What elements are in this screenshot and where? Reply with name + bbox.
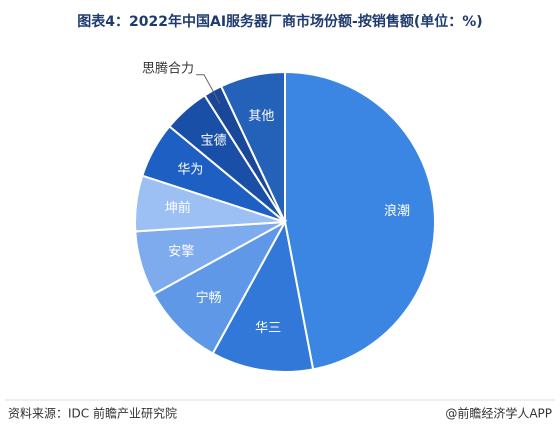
- pie-slice: [152, 219, 288, 355]
- slice-label: 其他: [248, 109, 274, 124]
- pie-slice: [211, 219, 315, 373]
- chart-title: 图表4：2022年中国AI服务器厂商市场份额-按销售额(单位：%): [77, 13, 482, 30]
- slice-label: 华为: [177, 162, 203, 177]
- slice-label: 思腾合力: [142, 60, 194, 76]
- credit: @前瞻经济学人APP: [445, 406, 552, 421]
- slice-label: 宝德: [201, 133, 227, 148]
- slice-label: 浪潮: [384, 204, 410, 219]
- pie-slice: [219, 70, 286, 223]
- pie-slice: [284, 70, 436, 371]
- leader-line: [196, 74, 221, 104]
- slice-label: 宁畅: [196, 290, 222, 306]
- slice-label: 坤前: [165, 200, 191, 216]
- source: 资料来源：IDC 前瞻产业研究院: [8, 406, 177, 421]
- slice-label: 安擎: [168, 245, 194, 260]
- slice-label: 华三: [255, 321, 281, 336]
